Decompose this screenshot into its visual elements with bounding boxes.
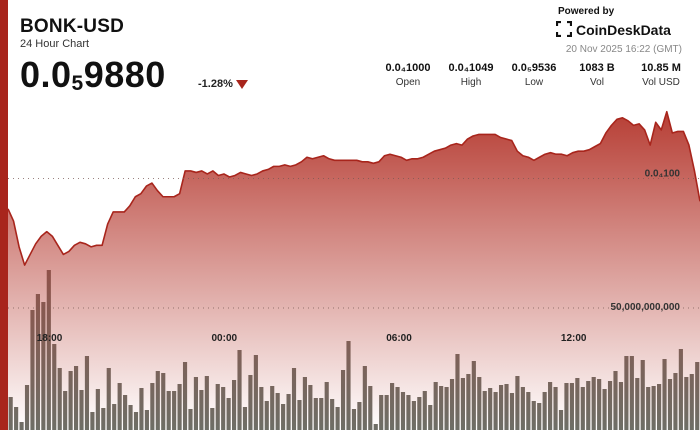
price-change: -1.28%: [198, 78, 233, 90]
stat-high-value: 0.0₄1049: [448, 62, 494, 74]
stat-high: 0.0₄1049 High: [431, 62, 511, 88]
accent-bar: [0, 0, 8, 430]
x-tick-label: 00:00: [212, 333, 238, 344]
stat-low-value: 0.0₅9536: [511, 62, 557, 74]
stat-low-label: Low: [524, 77, 544, 88]
price-zero-count: 5: [71, 72, 84, 95]
powered-by-label: Powered by: [558, 6, 615, 17]
stat-vol: 1083 B Vol: [557, 62, 637, 88]
x-tick-label: 18:00: [37, 333, 63, 344]
stat-low: 0.0₅9536 Low: [494, 62, 574, 88]
down-triangle-icon: [236, 80, 248, 89]
stat-open-label: Open: [395, 77, 421, 88]
price-level-label: 0.0₄100: [645, 169, 681, 180]
price-digits: 9880: [83, 54, 166, 95]
price-main: 0.0: [20, 54, 72, 95]
stat-high-label: High: [460, 77, 482, 88]
stat-open-value: 0.0₄1000: [385, 62, 431, 74]
stat-open: 0.0₄1000 Open: [368, 62, 448, 88]
current-price: 0.059880: [20, 54, 166, 96]
stat-vol-usd: 10.85 M Vol USD: [621, 62, 700, 88]
stat-vol-label: Vol: [590, 77, 604, 88]
price-line: [7, 110, 700, 266]
timestamp: 20 Nov 2025 16:22 (GMT): [565, 44, 682, 55]
page-title: BONK-USD: [20, 16, 124, 37]
x-tick-label: 06:00: [386, 333, 412, 344]
stat-vol-usd-label: Vol USD: [642, 77, 680, 88]
chart-subtitle: 24 Hour Chart: [20, 38, 90, 50]
volume-level-label: 50,000,000,000: [610, 302, 680, 313]
stat-vol-usd-value: 10.85 M: [641, 62, 681, 74]
x-tick-label: 12:00: [561, 333, 587, 344]
stat-vol-value: 1083 B: [579, 62, 615, 74]
price-area: [8, 111, 700, 430]
brand-name: CoinDeskData: [576, 22, 671, 38]
coindesk-logo-icon: [556, 21, 572, 37]
